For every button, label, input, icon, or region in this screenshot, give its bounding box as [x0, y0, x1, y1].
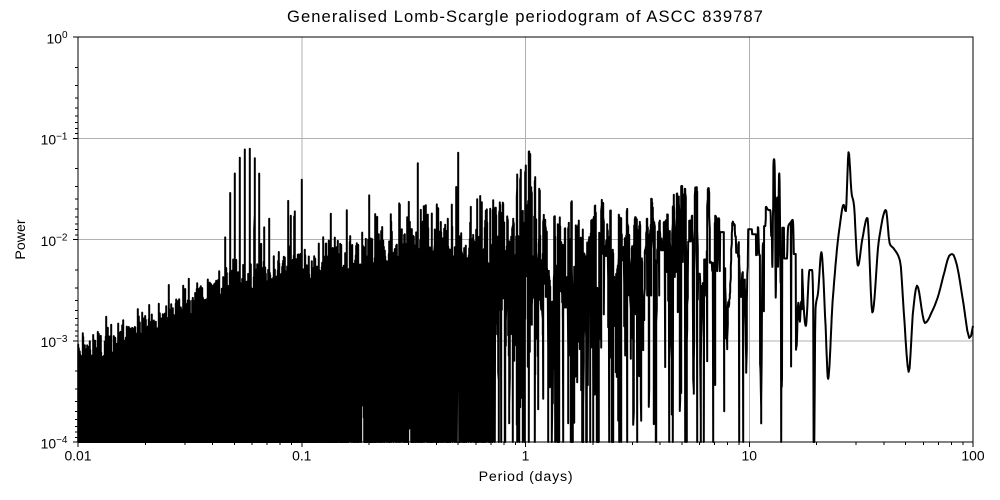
svg-text:1: 1	[522, 448, 530, 464]
svg-text:Generalised Lomb-Scargle perio: Generalised Lomb-Scargle periodogram of …	[287, 7, 764, 26]
svg-text:100: 100	[961, 448, 984, 464]
svg-text:0.01: 0.01	[64, 448, 91, 464]
svg-text:Period (days): Period (days)	[479, 469, 574, 485]
svg-text:10: 10	[742, 448, 758, 464]
svg-text:Power: Power	[13, 219, 29, 259]
svg-text:0.1: 0.1	[292, 448, 312, 464]
